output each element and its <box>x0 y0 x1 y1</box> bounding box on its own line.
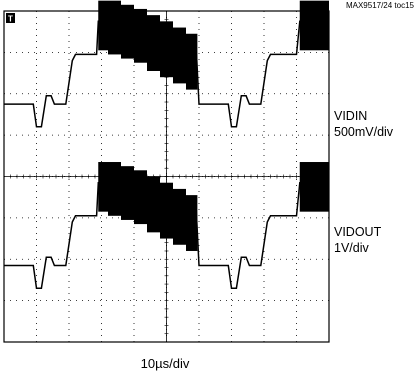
vidin-chroma-burst <box>98 162 108 212</box>
vidin-chroma-burst <box>173 188 186 245</box>
vidout-chroma-burst <box>134 8 147 63</box>
trigger-marker <box>6 13 15 23</box>
vidout-chroma-burst <box>147 15 160 71</box>
vidout-label: VIDOUT 1V/div <box>334 224 381 256</box>
vidin-scale: 500mV/div <box>334 125 394 139</box>
vidout-chroma-burst <box>108 0 121 55</box>
vidout-name: VIDOUT <box>334 225 382 239</box>
vidout-chroma-burst <box>160 21 173 78</box>
vidin-label: VIDIN 500mV/div <box>334 108 393 140</box>
vidin-name: VIDIN <box>334 109 368 123</box>
x-axis-label: 10µs/div <box>140 356 190 371</box>
vidout-chroma-burst <box>299 0 329 51</box>
vidin-chroma-burst <box>134 170 147 225</box>
vidout-chroma-burst <box>121 4 134 59</box>
vidin-chroma-burst <box>299 162 329 212</box>
vidin-chroma-burst <box>108 162 121 216</box>
vidin-chroma-burst <box>147 176 160 233</box>
vidout-chroma-burst <box>186 33 198 90</box>
vidout-trace <box>4 20 329 128</box>
vidin-chroma-burst <box>160 182 173 239</box>
vidout-chroma-burst <box>98 0 108 51</box>
plot-frame <box>3 10 330 343</box>
trigger-marker-label: T <box>8 15 13 24</box>
vidin-chroma-burst <box>186 195 198 251</box>
vidin-chroma-burst <box>121 166 134 220</box>
vidout-chroma-burst <box>173 27 186 84</box>
figure-tag: MAX9517/24 toc15 <box>345 1 414 10</box>
vidout-scale: 1V/div <box>334 241 369 255</box>
vidin-trace <box>4 181 329 289</box>
